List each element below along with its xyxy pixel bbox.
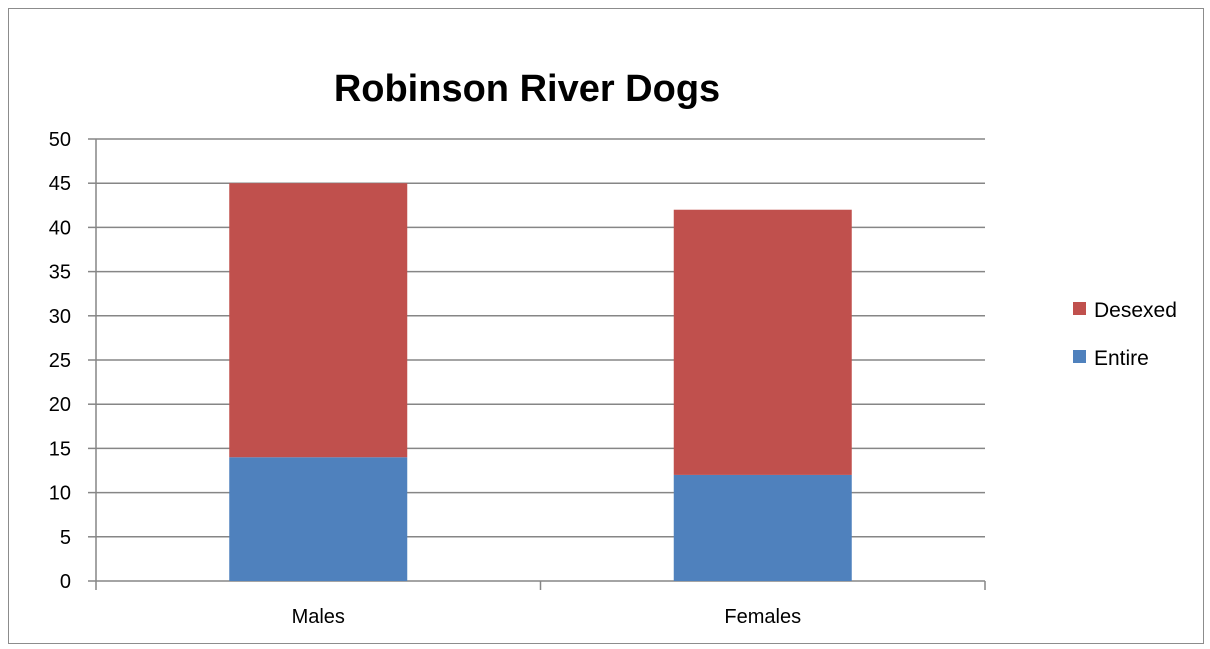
y-tick-label-30: 30 (49, 306, 71, 328)
bar-males-entire (229, 457, 408, 581)
y-tick-label-45: 45 (49, 173, 71, 195)
y-tick-label-10: 10 (49, 483, 71, 505)
legend-label-desexed: Desexed (1094, 299, 1177, 322)
x-tick-label-males: Males (292, 606, 345, 628)
legend: Desexed Entire (1073, 299, 1177, 370)
legend-label-entire: Entire (1094, 347, 1149, 370)
bar-females-desexed (673, 209, 852, 475)
y-tick-label-50: 50 (49, 129, 71, 151)
bars (229, 183, 852, 581)
tick-labels: 0 5 10 15 20 25 30 35 40 45 50 Males Females (49, 129, 801, 628)
y-tick-label-0: 0 (60, 571, 71, 593)
y-tick-label-5: 5 (60, 527, 71, 549)
bar-females-entire (673, 474, 852, 581)
x-tick-label-females: Females (724, 606, 801, 628)
legend-swatch-entire (1073, 350, 1086, 363)
bar-males-desexed (229, 183, 408, 458)
y-tick-label-25: 25 (49, 350, 71, 372)
chart-title: Robinson River Dogs (334, 68, 720, 110)
y-tick-label-20: 20 (49, 394, 71, 416)
y-tick-label-15: 15 (49, 438, 71, 460)
y-tick-label-40: 40 (49, 217, 71, 239)
legend-swatch-desexed (1073, 302, 1086, 315)
chart-frame (8, 8, 1204, 644)
y-tick-label-35: 35 (49, 262, 71, 284)
